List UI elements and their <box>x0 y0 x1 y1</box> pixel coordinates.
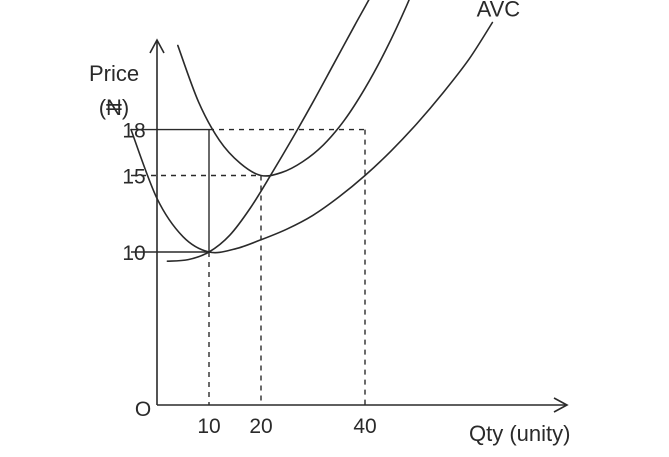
y-axis-unit: (₦) <box>99 95 130 120</box>
x-axis-title: Qty (unity) <box>469 421 570 446</box>
origin-label: O <box>135 398 151 421</box>
curve-avc <box>130 21 494 254</box>
y-tick-label-15: 15 <box>122 166 145 189</box>
curve-mc <box>166 0 370 262</box>
y-axis-arrowhead <box>149 38 165 54</box>
x-tick-label-40: 40 <box>353 415 376 438</box>
guide-lines <box>131 128 366 405</box>
y-axis-title: Price <box>89 61 139 86</box>
cost-curves <box>130 0 494 262</box>
curve-atc <box>177 0 410 177</box>
y-tick-label-10: 10 <box>122 242 145 265</box>
x-axis-arrowhead <box>553 397 569 413</box>
tick-labels: 10 15 18 10 20 40 <box>122 120 376 438</box>
axes <box>149 38 569 413</box>
y-tick-label-18: 18 <box>122 120 145 143</box>
curve-label-avc: AVC <box>477 0 521 22</box>
x-tick-label-10: 10 <box>197 415 220 438</box>
x-tick-label-20: 20 <box>249 415 272 438</box>
curve-labels: MCATCAVC <box>477 0 521 22</box>
